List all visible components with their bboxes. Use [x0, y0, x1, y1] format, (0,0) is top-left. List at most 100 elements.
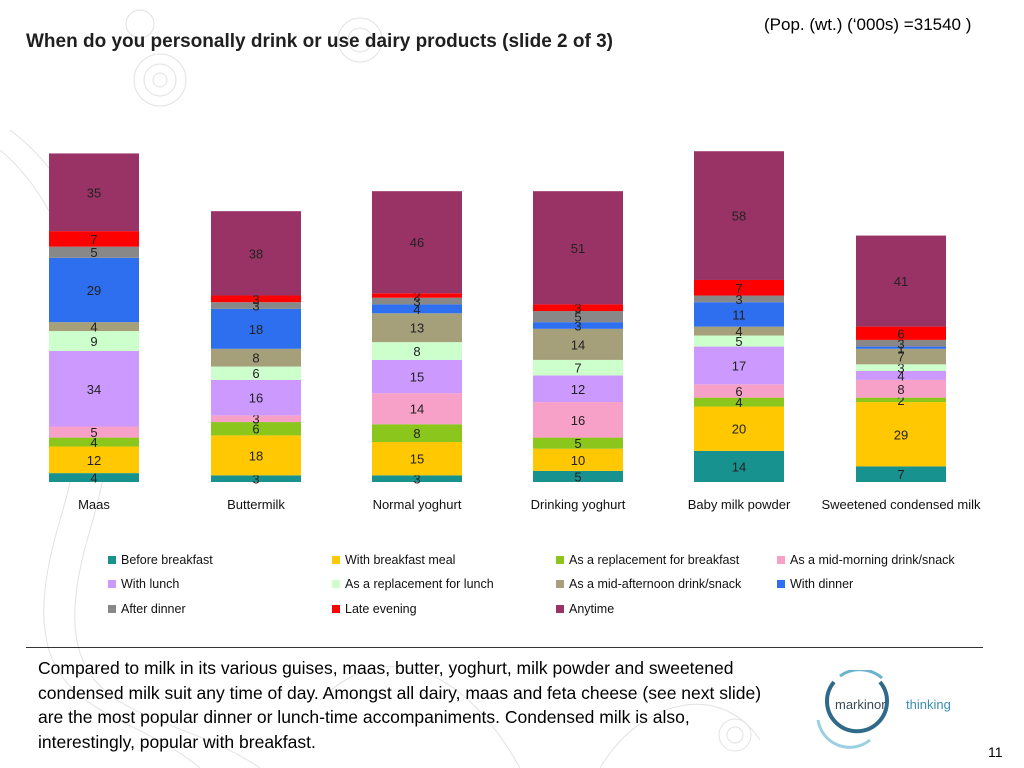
bar-segment — [533, 470, 623, 482]
bar-segment — [49, 473, 139, 482]
legend-swatch — [777, 580, 785, 588]
legend-item: Anytime — [556, 602, 614, 616]
category-label: Baby milk powder — [688, 497, 791, 512]
legend-label: As a mid-afternoon drink/snack — [569, 577, 742, 591]
data-label: 3 — [252, 299, 259, 314]
data-label: 7 — [735, 281, 742, 296]
bar-segment — [211, 348, 301, 367]
bar-segment — [533, 304, 623, 312]
legend-label: Anytime — [569, 602, 615, 616]
data-label: 14 — [732, 459, 746, 474]
legend-label: As a mid-morning drink/snack — [790, 553, 955, 567]
data-label: 51 — [571, 241, 585, 256]
legend-swatch — [108, 556, 116, 564]
legend-swatch — [332, 580, 340, 588]
bar-segment — [49, 426, 139, 438]
logo-tagline: thinking — [906, 697, 951, 712]
data-label: 12 — [87, 453, 101, 468]
legend-swatch — [556, 580, 564, 588]
data-label: 3 — [252, 412, 259, 427]
data-label: 3 — [897, 361, 904, 376]
bar-segment — [856, 371, 946, 380]
data-label: 5 — [574, 436, 581, 451]
bar-segment — [533, 191, 623, 305]
bar-segment — [211, 308, 301, 349]
bar-segment — [533, 402, 623, 438]
bar-segment — [211, 295, 301, 303]
data-label: 41 — [894, 274, 908, 289]
bar-segment — [211, 211, 301, 296]
bar-segment — [372, 475, 462, 482]
bar-segment — [211, 302, 301, 309]
data-label: 3 — [574, 301, 581, 316]
legend-label: After dinner — [121, 602, 186, 616]
data-label: 4 — [90, 435, 97, 450]
bar-segment — [856, 348, 946, 365]
data-label: 8 — [413, 426, 420, 441]
data-label: 4 — [897, 368, 904, 383]
data-label: 8 — [413, 344, 420, 359]
bar-segment — [372, 393, 462, 425]
data-label: 7 — [90, 232, 97, 247]
data-label: 46 — [410, 235, 424, 250]
bar-segment — [694, 450, 784, 482]
data-label: 3 — [413, 472, 420, 487]
bar-segment — [533, 328, 623, 360]
bar-segment — [694, 397, 784, 407]
data-label: 6 — [897, 326, 904, 341]
bar-segment — [533, 311, 623, 323]
bar-segment — [211, 475, 301, 482]
bar-segment — [49, 246, 139, 258]
bar-segment — [533, 437, 623, 449]
data-label: 4 — [90, 471, 97, 486]
legend-swatch — [108, 605, 116, 613]
category-label: Maas — [78, 497, 110, 512]
data-label: 4 — [735, 324, 742, 339]
data-label: 3 — [252, 472, 259, 487]
legend-label: Late evening — [345, 602, 417, 616]
category-label: Normal yoghurt — [373, 497, 462, 512]
bar-segment — [694, 151, 784, 280]
data-label: 3 — [897, 336, 904, 351]
logo-name: markinor — [835, 697, 886, 712]
data-label: 7 — [574, 361, 581, 376]
data-label: 6 — [252, 366, 259, 381]
bar-segment — [49, 231, 139, 247]
data-label: 58 — [732, 209, 746, 224]
data-label: 7 — [897, 350, 904, 365]
data-label: 4 — [413, 302, 420, 317]
bar-segment — [856, 402, 946, 467]
bar-segment — [49, 437, 139, 447]
data-label: 3 — [252, 292, 259, 307]
bar-segment — [694, 295, 784, 303]
bar-segment — [533, 359, 623, 376]
bar-segment — [49, 331, 139, 352]
legend-item: With breakfast meal — [332, 553, 455, 567]
legend-item: With lunch — [108, 577, 179, 591]
bar-segment — [211, 415, 301, 423]
data-label: 15 — [410, 370, 424, 385]
legend-item: As a replacement for breakfast — [556, 553, 739, 567]
bar-segment — [694, 335, 784, 347]
data-label: 8 — [252, 351, 259, 366]
category-label: Sweetened condensed milk — [822, 497, 981, 512]
bar-segment — [856, 379, 946, 398]
data-label: 11 — [732, 307, 746, 322]
data-label: 3 — [413, 294, 420, 309]
data-label: 1 — [897, 341, 904, 356]
bar-segment — [856, 397, 946, 403]
bar-segment — [372, 297, 462, 305]
data-label: 5 — [90, 245, 97, 260]
legend-item: Late evening — [332, 602, 417, 616]
data-label: 5 — [90, 425, 97, 440]
legend-swatch — [556, 556, 564, 564]
bar-segment — [694, 346, 784, 385]
data-label: 5 — [574, 469, 581, 484]
data-label: 29 — [87, 283, 101, 298]
bar-segment — [49, 153, 139, 232]
data-label: 2 — [413, 289, 420, 304]
data-label: 34 — [87, 382, 101, 397]
legend-label: With dinner — [790, 577, 854, 591]
data-label: 16 — [249, 391, 263, 406]
